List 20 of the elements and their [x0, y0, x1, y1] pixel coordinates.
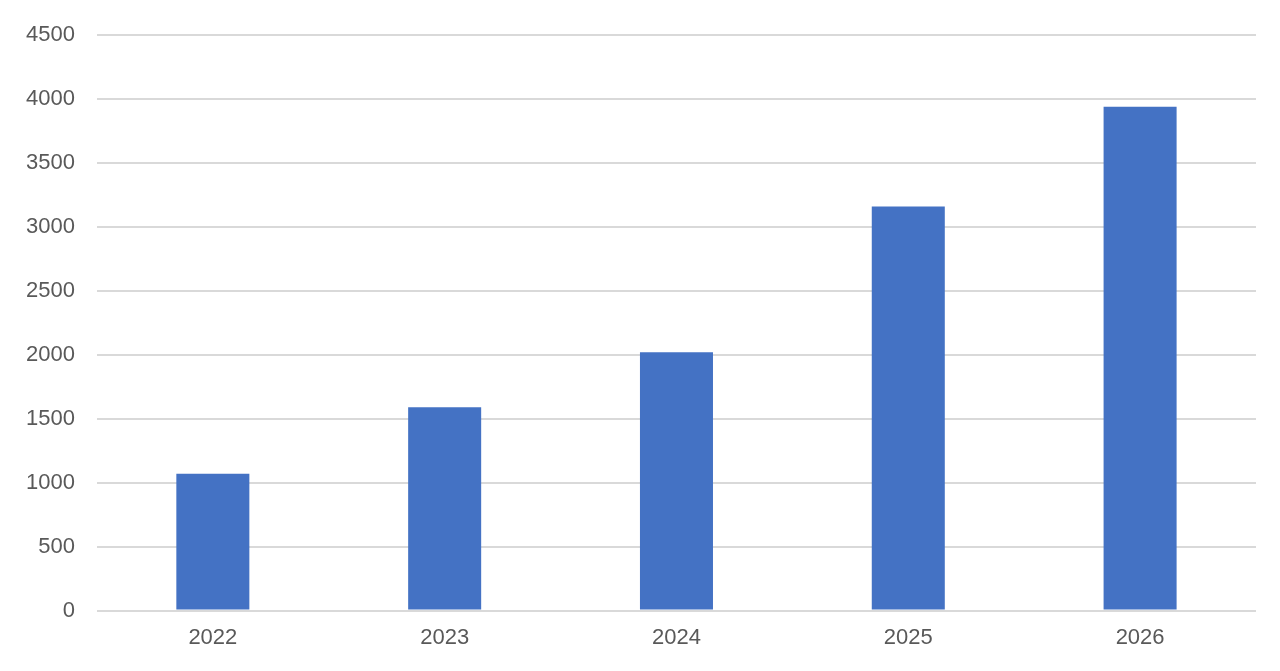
y-tick-label: 1500 — [25, 404, 75, 430]
x-tick-label: 2022 — [188, 623, 238, 649]
x-tick-label: 2023 — [420, 623, 470, 649]
y-tick-label: 1000 — [25, 468, 75, 494]
y-tick-label: 3500 — [25, 149, 75, 175]
bar — [176, 473, 250, 610]
bar — [1103, 106, 1177, 610]
x-tick-label: 2026 — [1115, 623, 1165, 649]
bar — [639, 352, 713, 610]
y-tick-label: 4000 — [25, 85, 75, 111]
bar — [871, 206, 945, 610]
x-tick-label: 2024 — [651, 623, 701, 649]
bar — [408, 407, 482, 610]
y-tick-label: 3000 — [25, 213, 75, 239]
y-tick-label: 4500 — [25, 21, 75, 47]
y-tick-label: 2500 — [25, 277, 75, 302]
y-tick-label: 500 — [38, 532, 75, 558]
x-tick-label: 2025 — [883, 623, 933, 649]
y-tick-label: 2000 — [25, 340, 75, 366]
y-tick-label: 0 — [62, 596, 75, 622]
